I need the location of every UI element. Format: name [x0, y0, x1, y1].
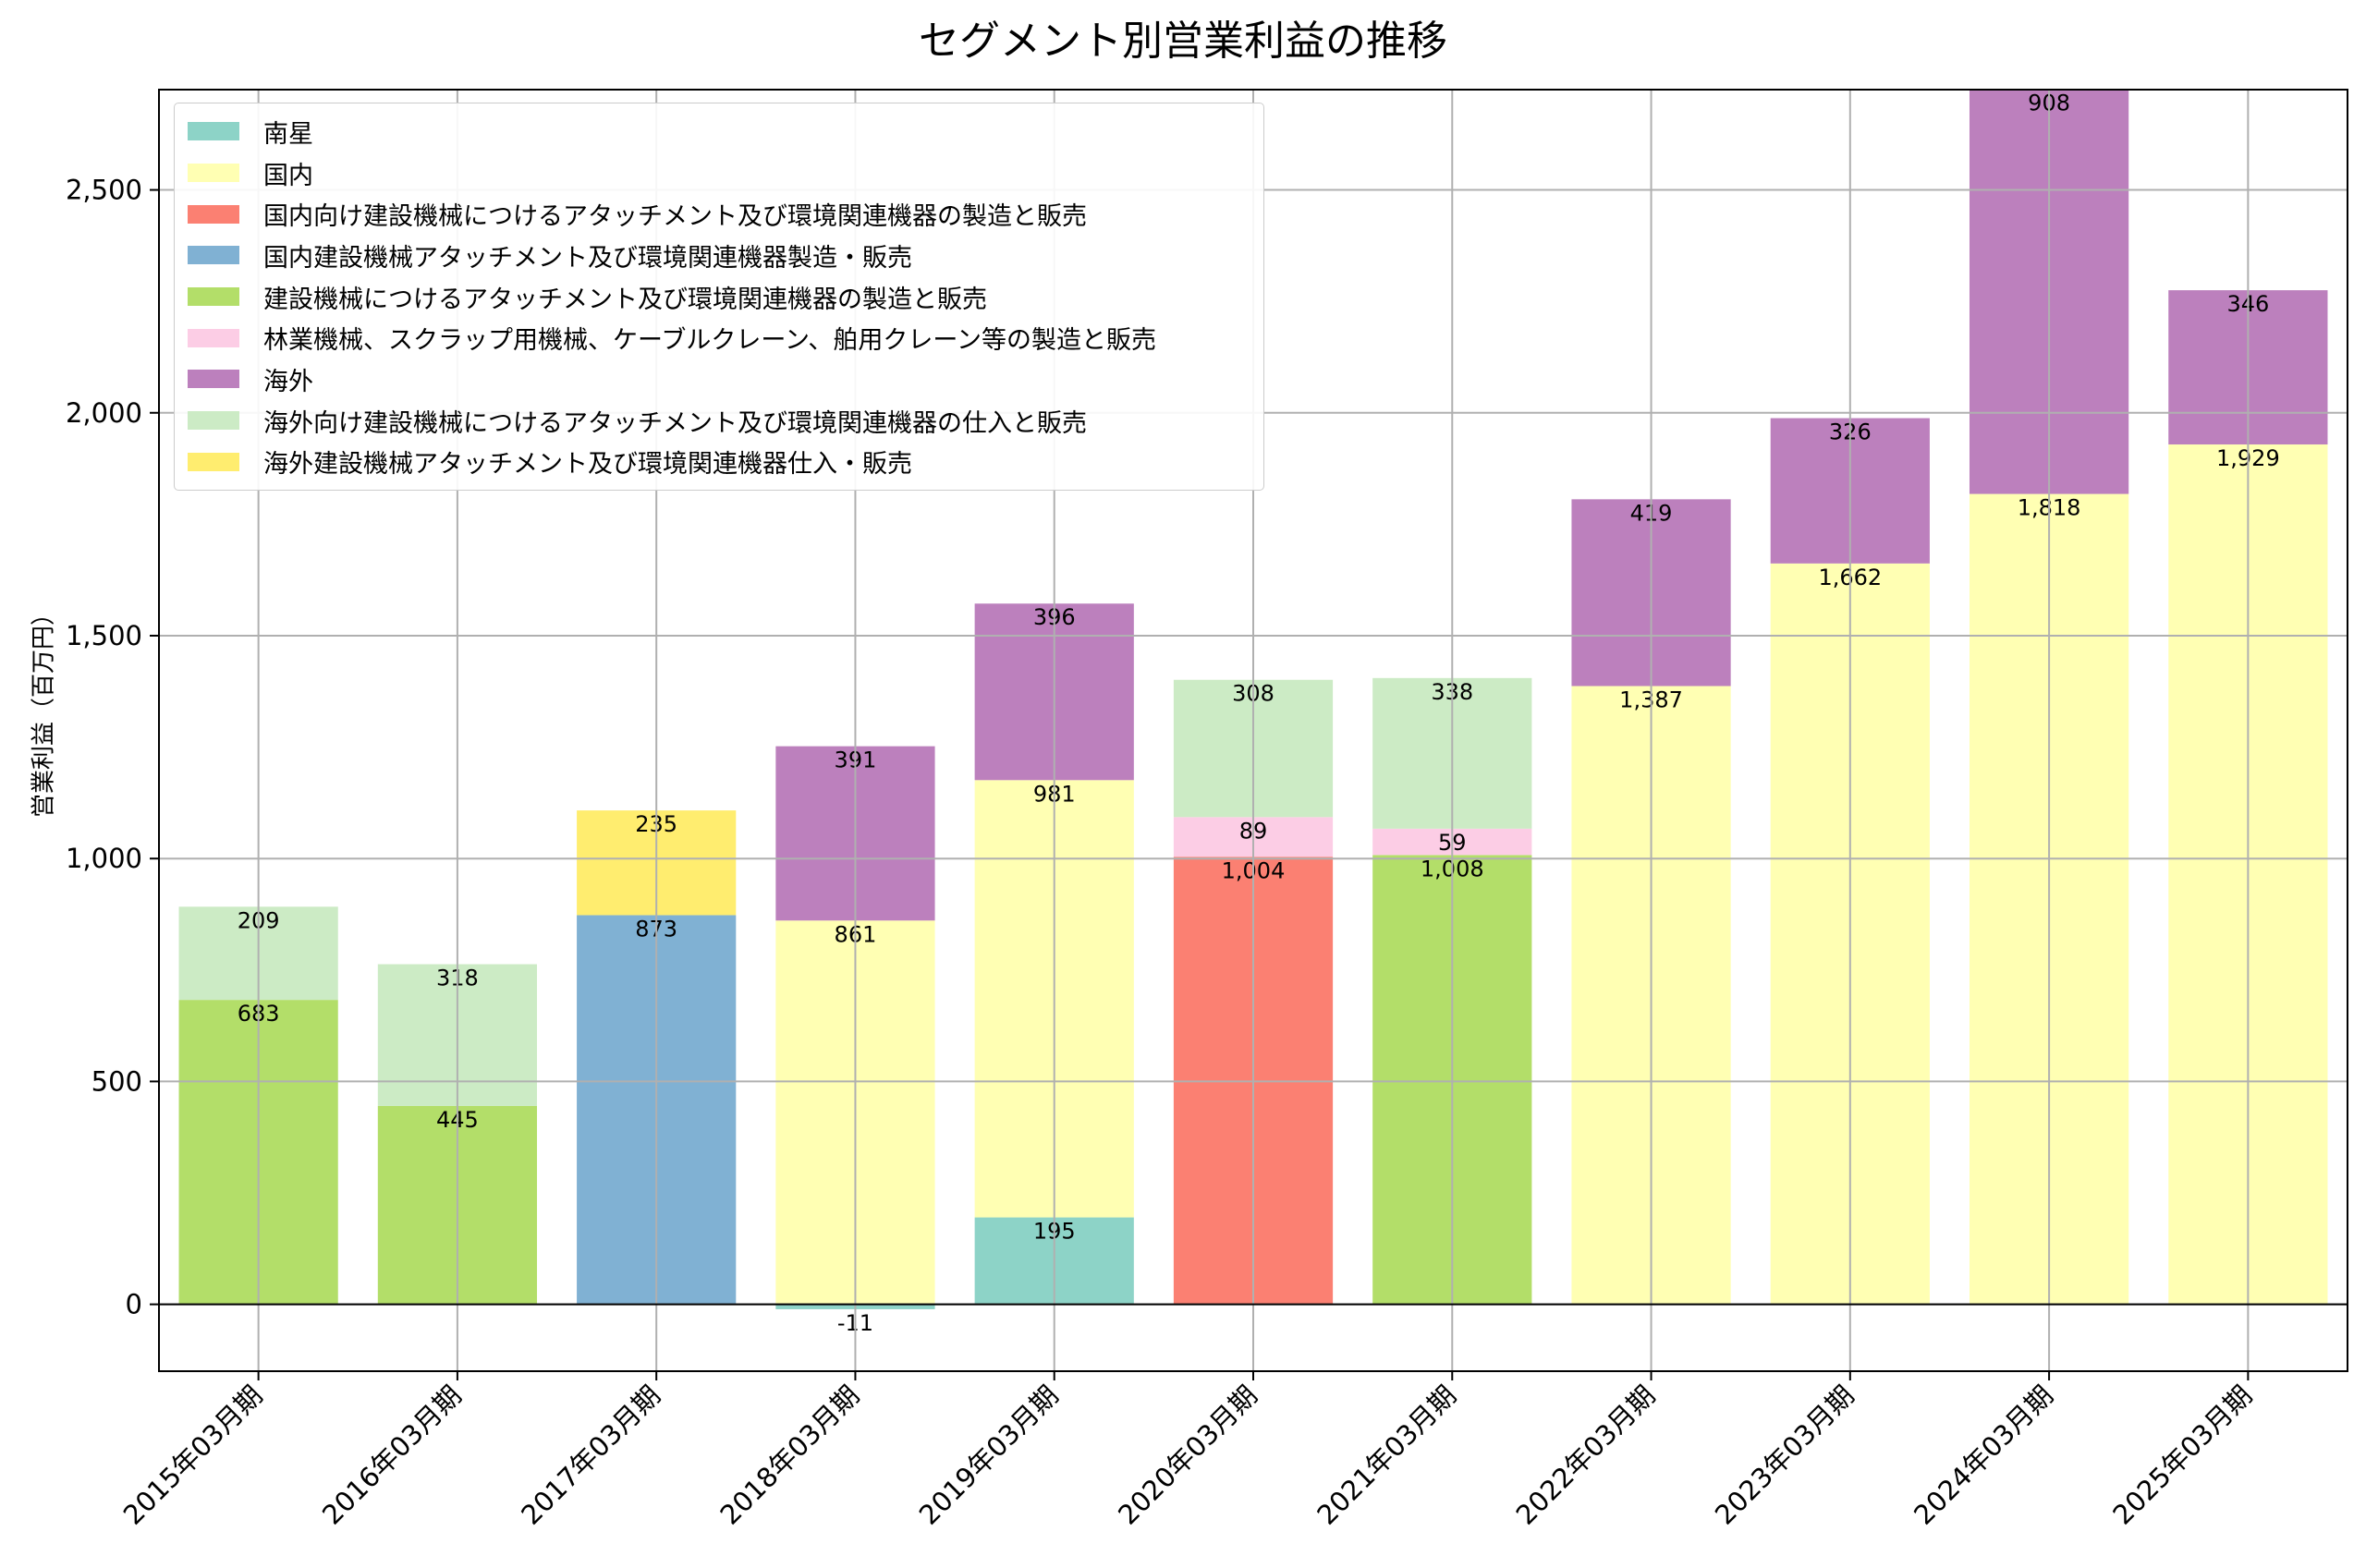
x-tick-label: 2020年03月期	[1112, 1380, 1263, 1531]
legend-item: 南星	[188, 111, 1250, 152]
y-tick-label: 1,000	[66, 843, 142, 874]
y-tick-label: 1,500	[66, 620, 142, 651]
legend-label: 林業機械、スクラップ用機械、ケーブルクレーン、舶用クレーン等の製造と販売	[263, 326, 1157, 356]
legend-swatch	[188, 246, 239, 265]
x-tick-label: 2018年03月期	[714, 1380, 866, 1531]
legend-label: 建設機械につけるアタッチメント及び環境関連機器の製造と販売	[263, 285, 987, 314]
legend-label: 海外建設機械アタッチメント及び環境関連機器仕入・販売	[263, 450, 912, 480]
legend-item: 林業機械、スクラップ用機械、ケーブルクレーン、舶用クレーン等の製造と販売	[188, 317, 1250, 359]
y-axis-ticks: 0 500 1,000 1,500 2,000 2,500	[66, 175, 159, 1320]
legend-item: 国内	[188, 152, 1250, 194]
legend: 南星国内国内向け建設機械につけるアタッチメント及び環境関連機器の製造と販売 国内建…	[174, 103, 1264, 492]
legend-label: 海外向け建設機械につけるアタッチメント及び環境関連機器の仕入と販売	[263, 408, 1087, 438]
legend-swatch	[188, 287, 239, 307]
legend-label: 国内建設機械アタッチメント及び環境関連機器製造・販売	[263, 243, 912, 273]
x-tick-label: 2024年03月期	[1908, 1380, 2059, 1531]
x-tick-label: 2019年03月期	[913, 1380, 1065, 1531]
legend-item: 国内向け建設機械につけるアタッチメント及び環境関連機器の製造と販売	[188, 193, 1250, 235]
x-tick-label: 2023年03月期	[1709, 1380, 1860, 1531]
legend-item: 海外	[188, 359, 1250, 400]
x-tick-label: 2021年03月期	[1311, 1380, 1462, 1531]
x-axis-ticks: 2015年03月期 2016年03月期 2017年03月期 2018年03月期 2019…	[117, 1371, 2258, 1531]
legend-label: 海外	[263, 367, 313, 396]
legend-label: 国内	[263, 161, 313, 190]
legend-item: 海外向け建設機械につけるアタッチメント及び環境関連機器の仕入と販売	[188, 400, 1250, 442]
y-tick-label: 2,500	[66, 175, 142, 206]
chart-title: セグメント別営業利益の推移	[919, 18, 1447, 65]
legend-swatch	[188, 370, 239, 389]
legend-swatch	[188, 411, 239, 431]
x-tick-label: 2015年03月期	[117, 1380, 269, 1531]
y-tick-label: 500	[91, 1065, 142, 1097]
legend-swatch	[188, 328, 239, 347]
y-tick-label: 0	[126, 1289, 142, 1320]
y-tick-label: 2,000	[66, 397, 142, 429]
legend-label: 国内向け建設機械につけるアタッチメント及び環境関連機器の製造と販売	[263, 202, 1087, 232]
x-tick-label: 2017年03月期	[515, 1380, 666, 1531]
legend-item: 建設機械につけるアタッチメント及び環境関連機器の製造と販売	[188, 276, 1250, 318]
legend-swatch	[188, 164, 239, 183]
legend-swatch	[188, 452, 239, 471]
x-tick-label: 2025年03月期	[2106, 1380, 2258, 1531]
legend-item: 国内建設機械アタッチメント及び環境関連機器製造・販売	[188, 235, 1250, 276]
legend-swatch	[188, 204, 239, 224]
legend-swatch	[188, 122, 239, 141]
x-tick-label: 2022年03月期	[1510, 1380, 1662, 1531]
legend-label: 南星	[263, 119, 313, 149]
legend-item: 海外建設機械アタッチメント及び環境関連機器仕入・販売	[188, 442, 1250, 483]
x-tick-label: 2016年03月期	[316, 1380, 468, 1531]
